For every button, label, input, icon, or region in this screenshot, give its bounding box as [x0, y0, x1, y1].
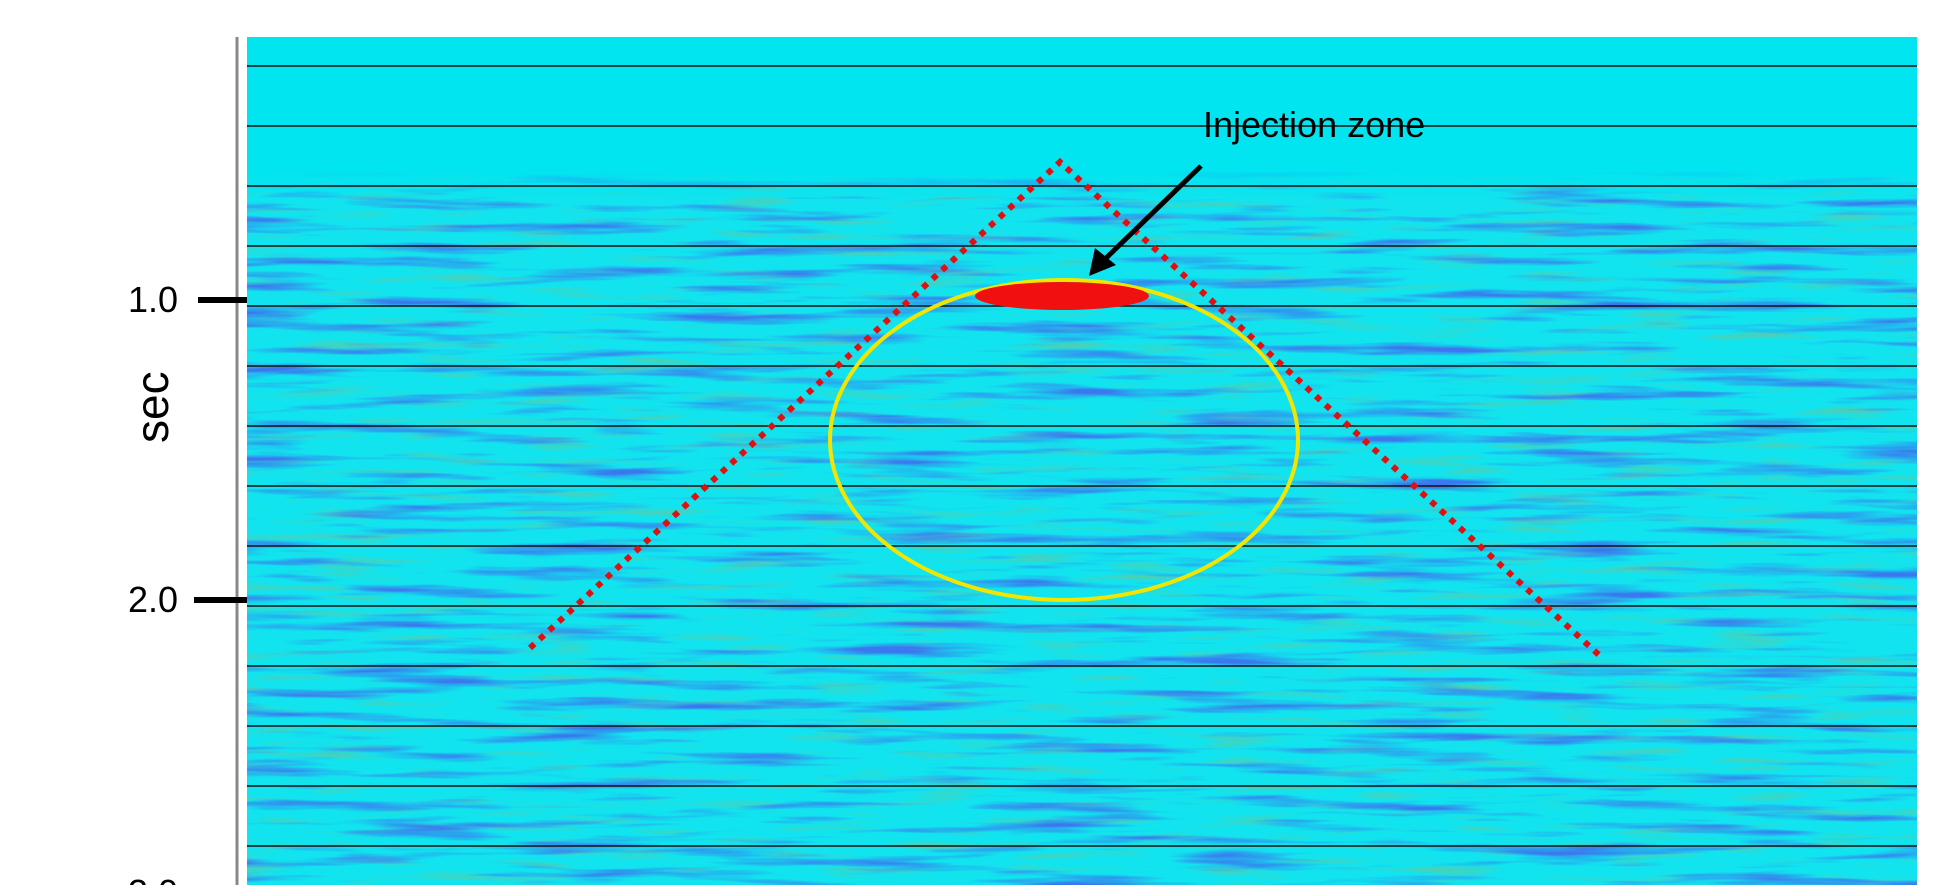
arrow-head: [1089, 248, 1116, 276]
tick-label: 1.0: [128, 279, 178, 320]
annotation: Injection zone: [1203, 104, 1425, 145]
fault-cone: [527, 157, 1602, 658]
axis-label: sec: [126, 371, 178, 443]
time-lines: [247, 65, 1917, 847]
tick-label: 2.0: [128, 579, 178, 620]
tick-label: 3.0: [128, 872, 178, 885]
seismic-fade: [247, 170, 1917, 200]
injection-marker: [975, 282, 1149, 310]
seismic-top: [247, 37, 1917, 172]
arrow-line: [1100, 164, 1203, 264]
seismic-texture: [247, 150, 1917, 885]
zone-ellipse: [828, 278, 1300, 602]
